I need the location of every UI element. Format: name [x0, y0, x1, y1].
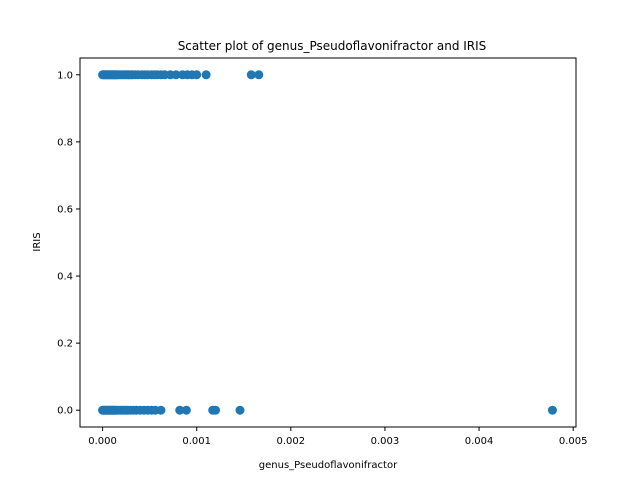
- y-tick-label: 0.2: [57, 339, 73, 350]
- x-tick-label: 0.000: [88, 436, 117, 447]
- y-tick-label: 0.8: [57, 137, 73, 148]
- data-point: [201, 70, 211, 80]
- x-tick-label: 0.001: [182, 436, 211, 447]
- data-point: [235, 405, 245, 415]
- data-point: [156, 405, 166, 415]
- y-tick-label: 0.0: [57, 406, 73, 417]
- x-axis-label: genus_Pseudoflavonifractor: [259, 460, 398, 471]
- y-tick-label: 0.6: [57, 204, 73, 215]
- data-point: [171, 70, 181, 80]
- y-tick-label: 1.0: [57, 70, 73, 81]
- y-axis-label: IRIS: [32, 232, 43, 251]
- data-point: [547, 405, 557, 415]
- data-points: [98, 70, 557, 415]
- data-point: [254, 70, 264, 80]
- x-axis-ticks: 0.000 0.001 0.002 0.003 0.004 0.005: [88, 427, 587, 447]
- chart-title: Scatter plot of genus_Pseudoflavonifract…: [178, 39, 487, 53]
- y-axis-ticks: 0.0 0.2 0.4 0.6 0.8 1.0: [57, 70, 80, 417]
- data-point: [192, 70, 202, 80]
- data-point: [246, 70, 256, 80]
- x-tick-label: 0.004: [465, 436, 494, 447]
- x-tick-label: 0.005: [559, 436, 588, 447]
- data-point: [181, 405, 191, 415]
- data-point: [211, 405, 221, 415]
- plot-frame: [79, 57, 577, 428]
- x-tick-label: 0.003: [371, 436, 400, 447]
- y-tick-label: 0.4: [57, 272, 73, 283]
- data-point: [175, 405, 185, 415]
- x-tick-label: 0.002: [277, 436, 306, 447]
